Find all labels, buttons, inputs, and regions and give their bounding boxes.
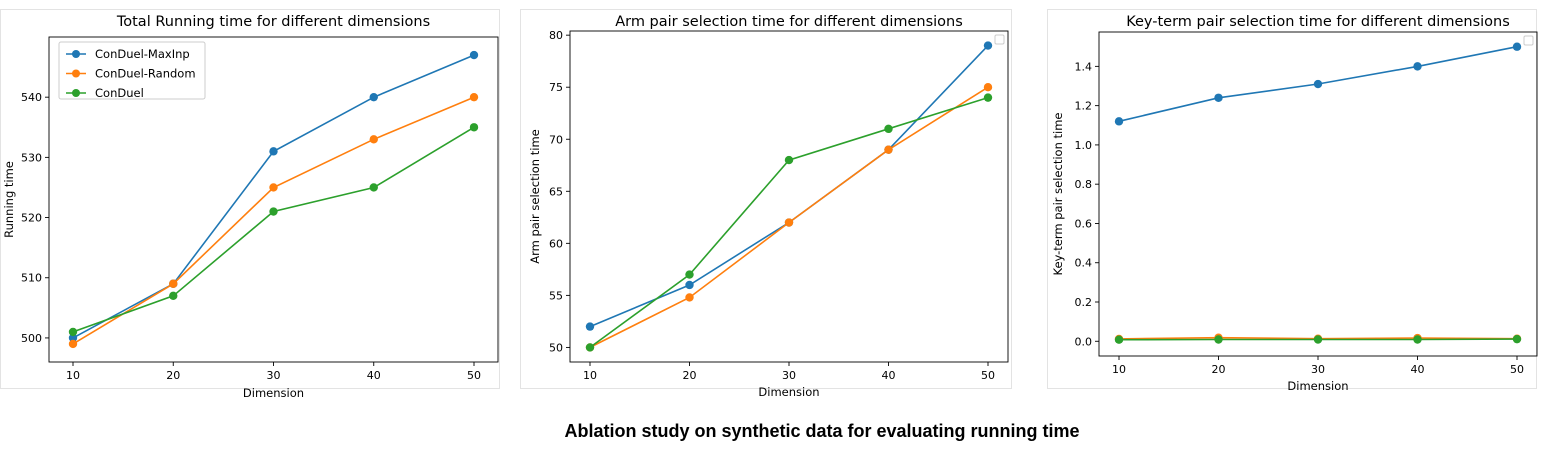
y-tick-label: 520 [21, 212, 42, 225]
data-point [369, 183, 378, 192]
x-tick-label: 20 [683, 369, 697, 382]
chart-title: Total Running time for different dimensi… [116, 14, 430, 30]
y-tick-label: 1.4 [1075, 60, 1093, 73]
legend-swatch-marker [72, 89, 80, 97]
y-tick-label: 1.2 [1075, 100, 1093, 113]
data-point [884, 124, 893, 134]
y-tick-label: 0.8 [1075, 178, 1093, 191]
data-point [1413, 62, 1422, 71]
y-tick-label: 65 [549, 185, 563, 198]
y-axis-label: Running time [2, 161, 16, 238]
legend-entry: ConDuel [95, 86, 144, 100]
data-point [685, 270, 694, 279]
legend [1523, 35, 1534, 46]
data-point [1114, 117, 1124, 126]
data-point [1512, 42, 1522, 51]
data-point [685, 280, 694, 290]
data-point [585, 322, 595, 331]
data-point [1512, 334, 1522, 344]
y-tick-label: 1.0 [1075, 139, 1093, 152]
y-tick-label: 0.0 [1075, 335, 1093, 348]
data-point [884, 145, 893, 154]
x-tick-label: 40 [882, 369, 896, 382]
chart-1: Total Running time for different dimensi… [0, 9, 500, 400]
chart-3: Key-term pair selection time for differe… [1047, 9, 1538, 393]
x-tick-label: 20 [1212, 363, 1226, 376]
y-tick-label: 60 [549, 237, 563, 250]
chart-title: Key-term pair selection time for differe… [1126, 14, 1510, 30]
y-tick-label: 0.4 [1075, 257, 1093, 270]
data-point [685, 293, 694, 302]
x-tick-label: 50 [467, 369, 481, 382]
data-point [68, 327, 78, 337]
chart-frame [520, 9, 1012, 389]
x-axis-label: Dimension [1287, 379, 1348, 393]
y-tick-label: 70 [549, 133, 563, 146]
data-point [585, 343, 595, 352]
y-tick-label: 0.2 [1075, 296, 1093, 309]
x-axis-label: Dimension [243, 386, 304, 400]
data-point [469, 123, 479, 132]
legend-entry: ConDuel-MaxInp [95, 47, 190, 61]
y-tick-label: 0.6 [1075, 217, 1093, 230]
y-axis-label: Arm pair selection time [528, 129, 542, 264]
data-point [1114, 335, 1124, 344]
data-point [1214, 93, 1223, 102]
y-tick-label: 80 [549, 29, 563, 42]
legend-swatch-marker [72, 50, 80, 58]
data-point [1214, 335, 1223, 344]
data-point [1313, 335, 1323, 344]
figure-caption: Ablation study on synthetic data for eva… [564, 421, 1080, 441]
data-point [1413, 335, 1422, 344]
x-tick-label: 30 [782, 369, 796, 382]
data-point [469, 50, 479, 60]
data-point [784, 155, 794, 165]
data-point [1313, 79, 1323, 89]
y-tick-label: 55 [549, 289, 563, 302]
legend [994, 34, 1005, 45]
x-tick-label: 20 [166, 369, 180, 382]
y-tick-label: 530 [21, 151, 42, 164]
x-tick-label: 40 [1411, 363, 1425, 376]
legend-entry: ConDuel-Random [95, 67, 196, 81]
x-tick-label: 50 [1510, 363, 1524, 376]
data-point [68, 333, 78, 343]
x-tick-label: 50 [981, 369, 995, 382]
y-tick-label: 75 [549, 81, 563, 94]
y-tick-label: 540 [21, 91, 42, 104]
chart-frame [1047, 9, 1537, 389]
data-point [784, 218, 794, 227]
data-point [983, 41, 993, 50]
data-point [68, 339, 78, 349]
y-axis-label: Key-term pair selection time [1051, 112, 1065, 275]
x-axis-label: Dimension [758, 385, 819, 399]
data-point [469, 92, 479, 102]
y-tick-label: 500 [21, 332, 42, 345]
data-point [369, 135, 378, 144]
chart-2: Arm pair selection time for different di… [520, 9, 1012, 399]
x-tick-label: 10 [583, 369, 597, 382]
x-tick-label: 10 [1112, 363, 1126, 376]
data-point [269, 207, 278, 216]
data-point [983, 83, 993, 92]
x-tick-label: 40 [367, 369, 381, 382]
data-point [269, 183, 278, 192]
data-point [169, 279, 178, 288]
legend-swatch-marker [72, 69, 80, 78]
data-point [983, 93, 993, 102]
x-tick-label: 10 [66, 369, 80, 382]
data-point [369, 92, 378, 102]
data-point [169, 291, 178, 300]
y-tick-label: 510 [21, 272, 42, 285]
data-point [269, 147, 278, 156]
x-tick-label: 30 [1311, 363, 1325, 376]
chart-title: Arm pair selection time for different di… [615, 14, 963, 30]
y-tick-label: 50 [549, 341, 563, 354]
x-tick-label: 30 [267, 369, 281, 382]
legend [58, 41, 206, 100]
